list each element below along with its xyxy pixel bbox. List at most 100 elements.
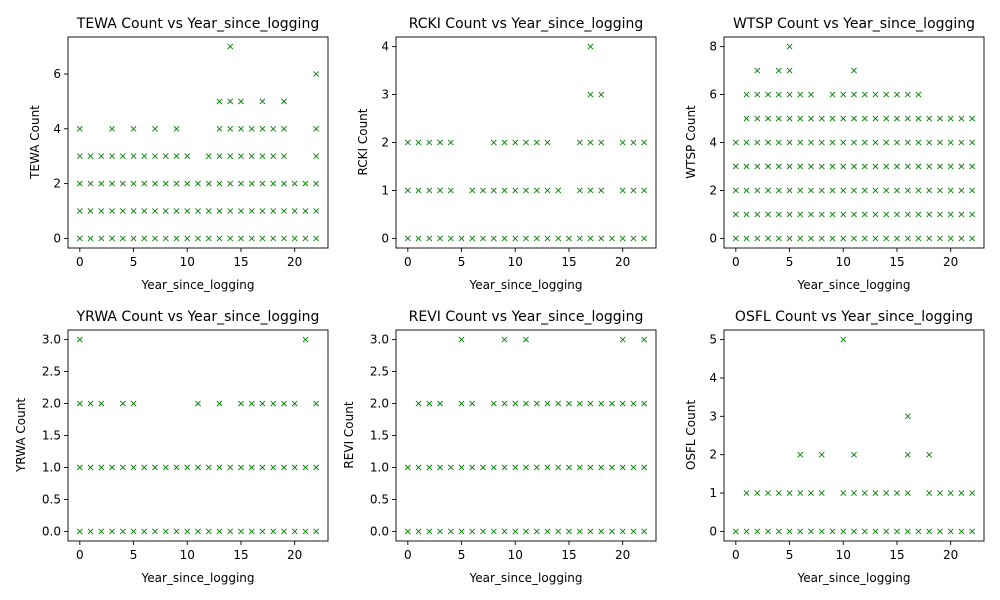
data-point (512, 464, 519, 471)
data-point (619, 139, 626, 146)
data-point (851, 67, 857, 74)
data-point (754, 115, 761, 122)
data-point (818, 163, 825, 170)
data-point (313, 71, 320, 77)
y-tick-label: 4 (709, 371, 717, 385)
data-point (216, 180, 223, 187)
data-point (732, 187, 739, 194)
data-point (829, 187, 836, 194)
data-point (765, 115, 771, 122)
x-tick-label: 5 (130, 548, 138, 562)
data-point (743, 115, 750, 122)
data-point (512, 400, 519, 407)
data-point (512, 528, 519, 535)
y-tick-label: 0.0 (42, 524, 61, 538)
plot-area (404, 43, 648, 242)
data-point (313, 528, 320, 535)
data-point (609, 528, 615, 535)
axes-frame: 0 5 10 15 20 0.0 0.5 1.0 1.5 2.0 2.5 3.0 (370, 329, 657, 562)
data-point (469, 528, 476, 535)
data-point (248, 464, 255, 471)
data-point (872, 528, 879, 535)
data-point (587, 139, 594, 146)
data-point (523, 528, 529, 535)
y-tick-label: 1 (381, 183, 389, 197)
data-point (969, 115, 976, 122)
data-point (291, 464, 298, 471)
data-point (248, 235, 255, 242)
data-point (894, 91, 900, 98)
data-point (851, 528, 857, 535)
data-point (313, 125, 320, 132)
y-tick-label: 0.5 (42, 492, 61, 506)
data-point (969, 211, 976, 218)
data-point (173, 125, 180, 132)
data-point (76, 125, 83, 132)
y-tick-label: 3.0 (42, 333, 61, 347)
data-point (302, 464, 309, 471)
data-point (205, 180, 212, 187)
data-point (808, 139, 814, 146)
data-point (238, 98, 244, 105)
y-tick-label: 0 (53, 231, 61, 245)
data-point (501, 336, 508, 343)
data-point (641, 464, 648, 471)
data-point (894, 490, 900, 496)
data-point (840, 139, 847, 146)
axes-spines (723, 329, 985, 542)
data-point (259, 153, 266, 160)
data-point (447, 464, 454, 471)
data-point (732, 139, 739, 146)
data-point (619, 528, 626, 535)
data-point (894, 528, 900, 535)
data-point (162, 180, 169, 187)
data-point (458, 528, 465, 535)
data-point (469, 400, 476, 407)
data-point (926, 115, 933, 122)
data-point (238, 464, 244, 471)
data-point (851, 235, 857, 242)
data-point (501, 528, 508, 535)
data-point (119, 235, 126, 242)
data-point (915, 211, 922, 218)
x-axis-label: Year_since_logging (468, 571, 582, 585)
data-point (76, 464, 83, 471)
chart-title: RCKI Count vs Year_since_logging (409, 16, 644, 32)
x-tick-label: 0 (732, 548, 740, 562)
data-point (743, 187, 750, 194)
data-point (915, 91, 922, 98)
data-point (87, 235, 94, 242)
data-point (141, 235, 148, 242)
data-point (576, 528, 583, 535)
data-point (227, 180, 234, 187)
data-point (775, 490, 782, 496)
data-point (872, 139, 879, 146)
data-point (437, 528, 443, 535)
x-tick-label: 5 (786, 255, 794, 269)
data-point (141, 208, 148, 214)
data-point (576, 235, 583, 242)
data-point (587, 43, 594, 50)
data-point (808, 490, 814, 496)
data-point (743, 139, 750, 146)
y-tick-label: 1.5 (370, 429, 389, 443)
data-point (281, 180, 287, 187)
data-point (447, 187, 454, 194)
chart-title: REVI Count vs Year_since_logging (409, 309, 644, 325)
y-tick-label: 2 (381, 136, 389, 150)
data-point (152, 153, 158, 160)
y-tick-label: 2.0 (42, 397, 61, 411)
data-point (775, 211, 782, 218)
data-point (598, 235, 605, 242)
data-point (641, 235, 648, 242)
data-point (754, 235, 761, 242)
data-point (216, 528, 223, 535)
x-tick-label: 5 (458, 255, 466, 269)
data-point (576, 187, 583, 194)
data-point (152, 208, 158, 214)
data-point (130, 528, 137, 535)
data-point (404, 187, 411, 194)
data-point (555, 464, 562, 471)
data-point (587, 400, 594, 407)
data-point (947, 211, 954, 218)
